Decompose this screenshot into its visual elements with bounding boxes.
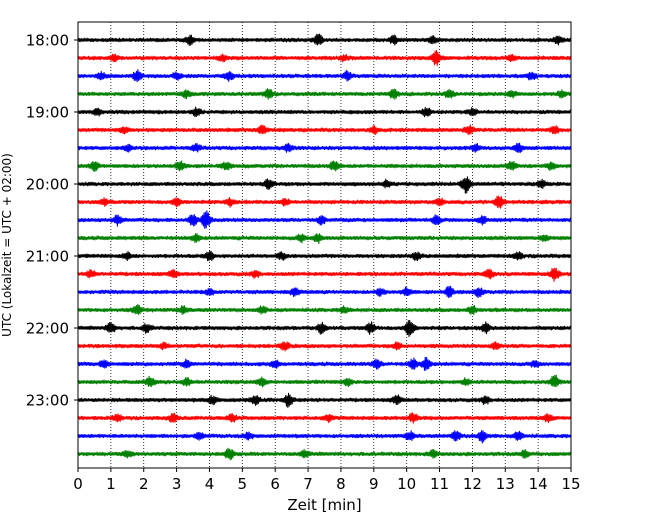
seismic-trace [77,124,572,136]
seismic-trace [77,267,572,282]
seismic-trace [77,392,572,408]
seismic-trace [77,50,572,67]
seismic-trace [77,69,572,83]
x-tick-label: 9 [369,475,379,493]
trace-layer [77,33,572,461]
seismic-trace [77,195,572,209]
x-tick-label: 7 [303,475,313,493]
seismic-trace [77,33,572,46]
x-tick-label: 4 [205,475,215,493]
x-tick-label: 0 [73,475,83,493]
x-tick-label: 8 [336,475,346,493]
x-tick-label: 12 [463,475,482,493]
y-tick-label: 23:00 [26,392,69,410]
seismic-trace [77,142,572,154]
x-tick-label: 1 [106,475,116,493]
x-tick-label: 3 [172,475,182,493]
seismic-trace [77,356,572,371]
seismic-trace [77,430,572,444]
x-tick-label: 15 [561,475,580,493]
seismic-trace [77,250,572,262]
x-tick-label: 5 [238,475,248,493]
y-tick-label: 19:00 [26,104,69,122]
x-tick-label: 6 [270,475,280,493]
y-axis: 18:00 19:00 20:00 21:00 22:00 23:00 [26,32,78,410]
seismic-trace [77,285,572,299]
x-tick-label: 11 [430,475,449,493]
x-axis-label: Zeit [min] [287,496,361,514]
y-tick-label: 22:00 [26,320,69,338]
seismic-trace [77,412,572,424]
y-axis-label: UTC (Lokalzeit = UTC + 02:00) [0,153,14,337]
seismic-trace [77,210,572,229]
seismic-trace [77,160,572,173]
y-tick-label: 20:00 [26,176,69,194]
seismic-trace [77,106,572,118]
y-tick-label: 21:00 [26,248,69,266]
seismic-trace [77,374,572,388]
seismic-trace [77,176,572,194]
seismic-trace [77,232,572,244]
vertical-grid [110,22,539,468]
seismic-trace [77,303,572,315]
x-tick-label: 14 [529,475,548,493]
x-axis: 0 1 2 3 4 5 6 7 8 9 10 11 12 13 14 15 [73,468,581,493]
seismic-trace [77,319,572,338]
plot-frame [77,21,572,469]
y-tick-label: 18:00 [26,32,69,50]
seismic-trace [77,88,572,100]
x-tick-label: 2 [139,475,149,493]
seismic-trace [77,341,572,352]
seismic-trace [77,447,572,461]
x-tick-label: 13 [496,475,515,493]
x-tick-label: 10 [397,475,416,493]
